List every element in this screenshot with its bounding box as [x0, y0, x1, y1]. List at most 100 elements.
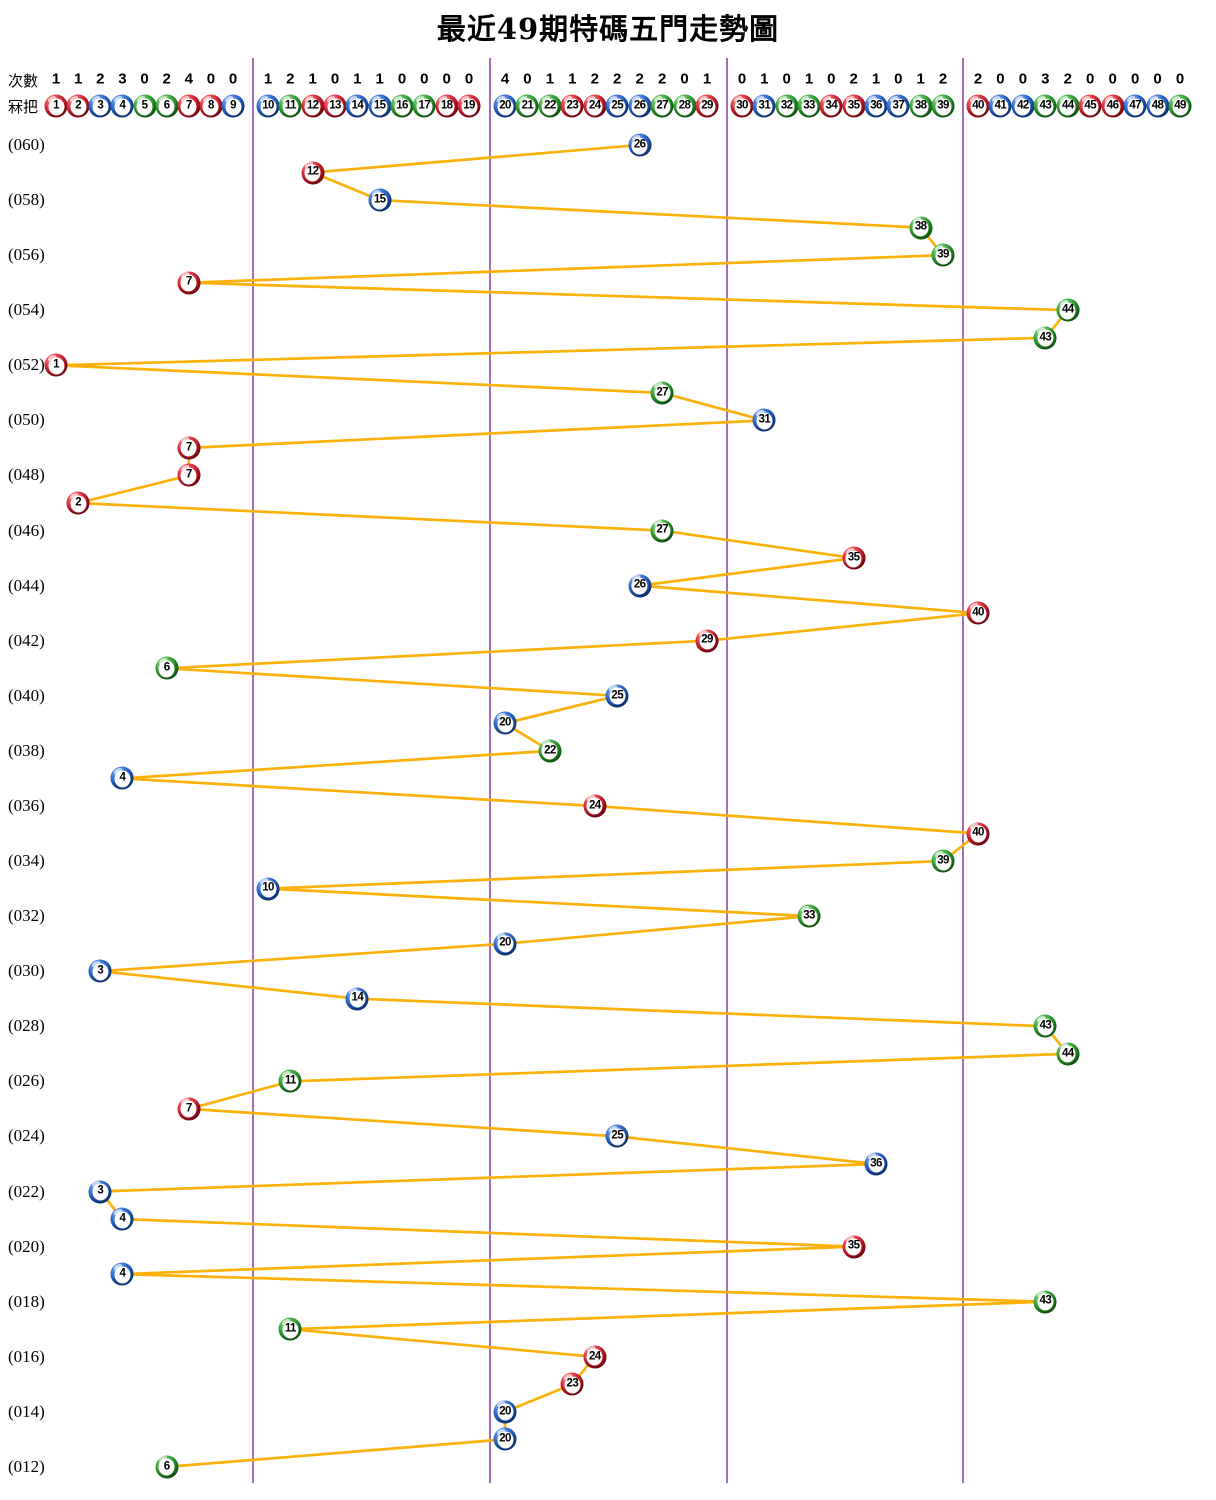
ball-number: 4: [119, 99, 126, 112]
chart-ball: 23: [560, 1372, 584, 1396]
header-ball: 14: [345, 94, 369, 118]
period-label: (054): [8, 300, 45, 320]
count-value: 1: [871, 70, 881, 88]
header-ball: 21: [515, 94, 539, 118]
ball-number: 6: [163, 1460, 170, 1473]
ball-number: 25: [611, 99, 624, 112]
count-value: 0: [228, 70, 238, 88]
count-value: 0: [330, 70, 340, 88]
ball-number: 6: [163, 661, 170, 674]
ball-number: 49: [1174, 99, 1186, 112]
ball-number: 24: [588, 99, 601, 112]
ball-number: 31: [758, 413, 771, 426]
chart-ball: 33: [797, 904, 821, 928]
chart-ball: 38: [909, 216, 933, 240]
ball-number: 4: [119, 1267, 126, 1280]
count-value: 2: [635, 70, 644, 88]
count-value: 0: [827, 70, 836, 88]
header-ball: 16: [390, 94, 414, 118]
header-ball: 34: [819, 94, 843, 118]
header-ball: 28: [673, 94, 697, 118]
header-ball: 23: [560, 94, 584, 118]
header-ball: 26: [628, 94, 652, 118]
count-value: 0: [420, 70, 429, 88]
count-value: 0: [782, 70, 791, 88]
ball-number: 20: [499, 1432, 511, 1445]
period-label: (020): [8, 1236, 45, 1256]
header-ball: 1: [44, 94, 68, 118]
header-ball: 18: [435, 94, 459, 118]
count-value: 2: [590, 70, 599, 88]
chart-ball: 20: [493, 711, 517, 735]
ball-number: 43: [1039, 1019, 1052, 1032]
ball-number: 23: [566, 1377, 579, 1390]
header-ball: 32: [775, 94, 799, 118]
count-value: 1: [308, 70, 317, 88]
count-value: 1: [760, 70, 769, 88]
chart-ball: 27: [650, 381, 674, 405]
ball-number: 22: [544, 744, 556, 757]
chart-ball: 12: [301, 161, 325, 185]
ball-number: 35: [847, 99, 860, 112]
header-ball: 37: [886, 94, 910, 118]
count-value: 0: [1018, 70, 1028, 88]
ball-number: 26: [633, 99, 646, 112]
ball-number: 28: [678, 99, 691, 112]
count-value: 0: [397, 70, 407, 88]
period-label: (032): [8, 906, 45, 926]
header-ball: 36: [864, 94, 888, 118]
header-ball: 15: [368, 94, 392, 118]
header-ball: 20: [493, 94, 517, 118]
chart-ball: 20: [493, 932, 517, 956]
count-value: 1: [916, 70, 925, 88]
chart-ball: 4: [110, 1262, 134, 1286]
ball-number: 47: [1129, 99, 1141, 112]
chart-ball: 11: [278, 1069, 302, 1093]
header-ball: 13: [323, 94, 347, 118]
ball-number: 20: [499, 936, 511, 949]
chart-ball: 24: [583, 794, 607, 818]
count-value: 2: [162, 70, 171, 88]
period-label: (040): [8, 685, 45, 705]
period-label: (056): [8, 245, 45, 265]
header-ball: 6: [155, 94, 179, 118]
header-ball: 38: [909, 94, 933, 118]
chart-ball: 25: [605, 1124, 629, 1148]
ball-number: 43: [1039, 1294, 1052, 1307]
chart-ball: 29: [695, 629, 719, 653]
ball-number: 40: [972, 826, 984, 839]
period-label: (050): [8, 410, 45, 430]
chart-ball: 7: [177, 463, 201, 487]
chart-ball: 4: [110, 766, 134, 790]
ball-number: 32: [780, 99, 793, 112]
count-value: 4: [500, 70, 510, 88]
count-value: 3: [1041, 70, 1050, 88]
chart-ball: 31: [752, 408, 776, 432]
ball-number: 15: [373, 193, 386, 206]
header-ball: 45: [1078, 94, 1102, 118]
chart-ball: 36: [864, 1152, 888, 1176]
ball-number: 46: [1106, 99, 1119, 112]
header-ball: 39: [931, 94, 955, 118]
count-value: 0: [523, 70, 532, 88]
chart-ball: 43: [1033, 1014, 1057, 1038]
ball-number: 3: [97, 99, 104, 112]
ball-number: 3: [97, 964, 104, 977]
ball-number: 7: [185, 441, 192, 454]
count-value: 0: [996, 70, 1005, 88]
ball-number: 12: [306, 99, 319, 112]
header-ball: 35: [842, 94, 866, 118]
ball-number: 21: [521, 99, 534, 112]
header-ball: 3: [88, 94, 112, 118]
header-ball: 10: [256, 94, 280, 118]
ball-number: 2: [75, 496, 82, 509]
period-label: (048): [8, 465, 45, 485]
ball-number: 40: [972, 606, 984, 619]
ball-number: 11: [284, 1074, 297, 1087]
period-label: (026): [8, 1071, 45, 1091]
count-value: 4: [184, 70, 193, 88]
ball-number: 3: [97, 1184, 104, 1197]
chart-ball: 26: [628, 574, 652, 598]
ball-number: 35: [847, 551, 860, 564]
ball-number: 40: [972, 99, 984, 112]
